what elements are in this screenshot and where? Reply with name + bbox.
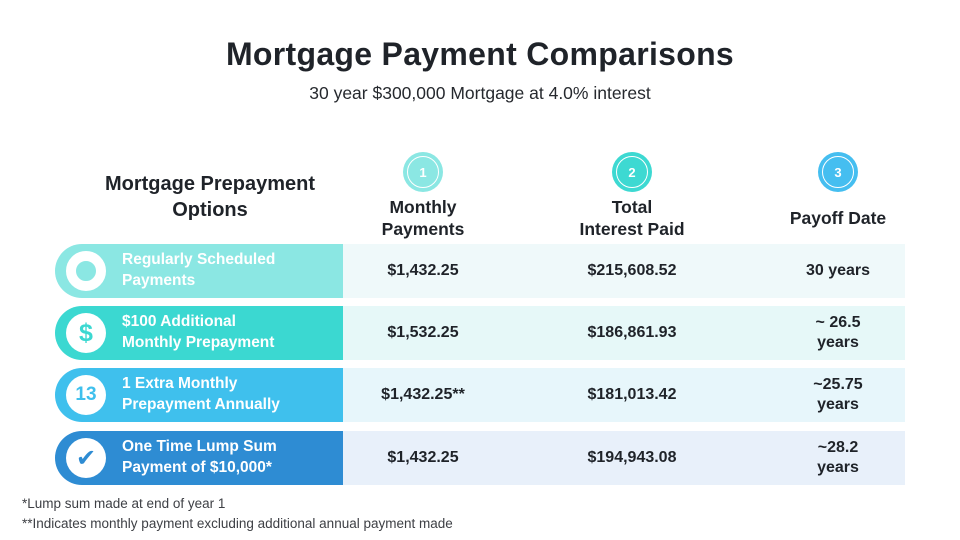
value-text: ~ 26.5 bbox=[815, 314, 861, 332]
check-icon: ✔ bbox=[66, 438, 106, 478]
column-header-line: Total bbox=[611, 196, 653, 217]
value-text: $1,432.25 bbox=[387, 262, 459, 280]
row-option-label: Regularly Scheduled Payments bbox=[122, 250, 275, 291]
value-text: $1,432.25 bbox=[387, 449, 459, 467]
footnote-lump-sum: *Lump sum made at end of year 1 bbox=[22, 496, 226, 511]
options-column-header-line2: Options bbox=[172, 199, 248, 221]
row-option-label-line2: Payment of $10,000* bbox=[122, 459, 272, 476]
thirteen-glyph: 13 bbox=[75, 384, 97, 405]
value-text: years bbox=[817, 396, 859, 413]
row-option-label-line1: One Time Lump Sum bbox=[122, 438, 277, 456]
row-background bbox=[343, 368, 905, 422]
row-option-label: One Time Lump Sum Payment of $10,000* bbox=[122, 437, 277, 478]
table-row: $ $100 Additional Monthly Prepayment $1,… bbox=[0, 306, 960, 360]
value-text: $186,861.93 bbox=[587, 324, 677, 342]
monthly-payment-value: $1,432.25 bbox=[343, 244, 503, 298]
page-subtitle: 30 year $300,000 Mortgage at 4.0% intere… bbox=[309, 83, 651, 103]
row-option-pill: Regularly Scheduled Payments bbox=[55, 244, 343, 298]
thirteen-icon: 13 bbox=[66, 375, 106, 415]
ring-icon bbox=[66, 251, 106, 291]
payoff-date-value: ~ 26.5 years bbox=[758, 306, 918, 360]
column-header-line: Payoff Date bbox=[789, 207, 887, 228]
row-option-label-line2: Monthly Prepayment bbox=[122, 334, 275, 351]
dollar-glyph: $ bbox=[79, 318, 93, 347]
total-interest-value: $194,943.08 bbox=[552, 431, 712, 485]
table-row: 13 1 Extra Monthly Prepayment Annually $… bbox=[0, 368, 960, 422]
column-1-number-badge: 1 bbox=[403, 152, 443, 192]
value-text: $215,608.52 bbox=[587, 262, 677, 280]
total-interest-value: $181,013.42 bbox=[552, 368, 712, 422]
page-title: Mortgage Payment Comparisons bbox=[225, 36, 735, 72]
row-option-label-line1: Regularly Scheduled bbox=[122, 251, 276, 269]
footnote-monthly-payment: **Indicates monthly payment excluding ad… bbox=[22, 515, 453, 531]
row-option-pill: ✔ One Time Lump Sum Payment of $10,000* bbox=[55, 431, 343, 485]
value-text: ~28.2 bbox=[817, 439, 859, 457]
value-text: $1,532.25 bbox=[387, 324, 459, 342]
row-option-label: 1 Extra Monthly Prepayment Annually bbox=[122, 374, 280, 415]
column-1-number: 1 bbox=[419, 164, 427, 180]
monthly-payment-value: $1,532.25 bbox=[343, 306, 503, 360]
payoff-date-value: ~25.75 years bbox=[758, 368, 918, 422]
monthly-payment-value: $1,432.25** bbox=[343, 368, 503, 422]
options-column-header-line1: Mortgage Prepayment bbox=[104, 173, 316, 195]
column-header-line: Interest Paid bbox=[579, 219, 685, 239]
row-option-label: $100 Additional Monthly Prepayment bbox=[122, 312, 274, 353]
row-background bbox=[343, 431, 905, 485]
value-text: ~25.75 bbox=[813, 376, 863, 394]
row-background bbox=[343, 306, 905, 360]
value-text: $194,943.08 bbox=[587, 449, 677, 467]
dollar-icon: $ bbox=[66, 313, 106, 353]
row-option-pill: $ $100 Additional Monthly Prepayment bbox=[55, 306, 343, 360]
row-option-label-line1: $100 Additional bbox=[122, 313, 236, 331]
footnotes: *Lump sum made at end of year 1 **Indica… bbox=[22, 494, 453, 533]
row-background bbox=[343, 244, 905, 298]
value-text: years bbox=[817, 459, 859, 476]
column-2-number: 2 bbox=[628, 164, 636, 180]
column-2-number-badge: 2 bbox=[612, 152, 652, 192]
column-3-number: 3 bbox=[834, 164, 842, 180]
value-text: years bbox=[817, 334, 859, 351]
table-row: Regularly Scheduled Payments $1,432.25 $… bbox=[0, 244, 960, 298]
payoff-date-value: ~28.2 years bbox=[758, 431, 918, 485]
row-option-label-line2: Payments bbox=[122, 272, 196, 289]
total-interest-value: $186,861.93 bbox=[552, 306, 712, 360]
column-header-monthly-payments: Monthly Payments bbox=[313, 193, 533, 243]
column-header-line: Monthly bbox=[389, 196, 457, 217]
row-option-label-line2: Prepayment Annually bbox=[122, 396, 280, 413]
column-header-line: Payments bbox=[381, 219, 465, 239]
monthly-payment-value: $1,432.25 bbox=[343, 431, 503, 485]
row-option-pill: 13 1 Extra Monthly Prepayment Annually bbox=[55, 368, 343, 422]
options-column-header: Mortgage Prepayment Options bbox=[60, 171, 360, 223]
table-row: ✔ One Time Lump Sum Payment of $10,000* … bbox=[0, 431, 960, 485]
column-header-payoff-date: Payoff Date bbox=[728, 193, 948, 243]
payoff-date-value: 30 years bbox=[758, 244, 918, 298]
column-header-total-interest: Total Interest Paid bbox=[522, 193, 742, 243]
check-glyph: ✔ bbox=[75, 444, 97, 472]
value-text: $181,013.42 bbox=[587, 386, 677, 404]
row-option-label-line1: 1 Extra Monthly bbox=[122, 375, 238, 393]
column-3-number-badge: 3 bbox=[818, 152, 858, 192]
value-text: $1,432.25** bbox=[381, 386, 465, 404]
total-interest-value: $215,608.52 bbox=[552, 244, 712, 298]
value-text: 30 years bbox=[805, 262, 871, 280]
